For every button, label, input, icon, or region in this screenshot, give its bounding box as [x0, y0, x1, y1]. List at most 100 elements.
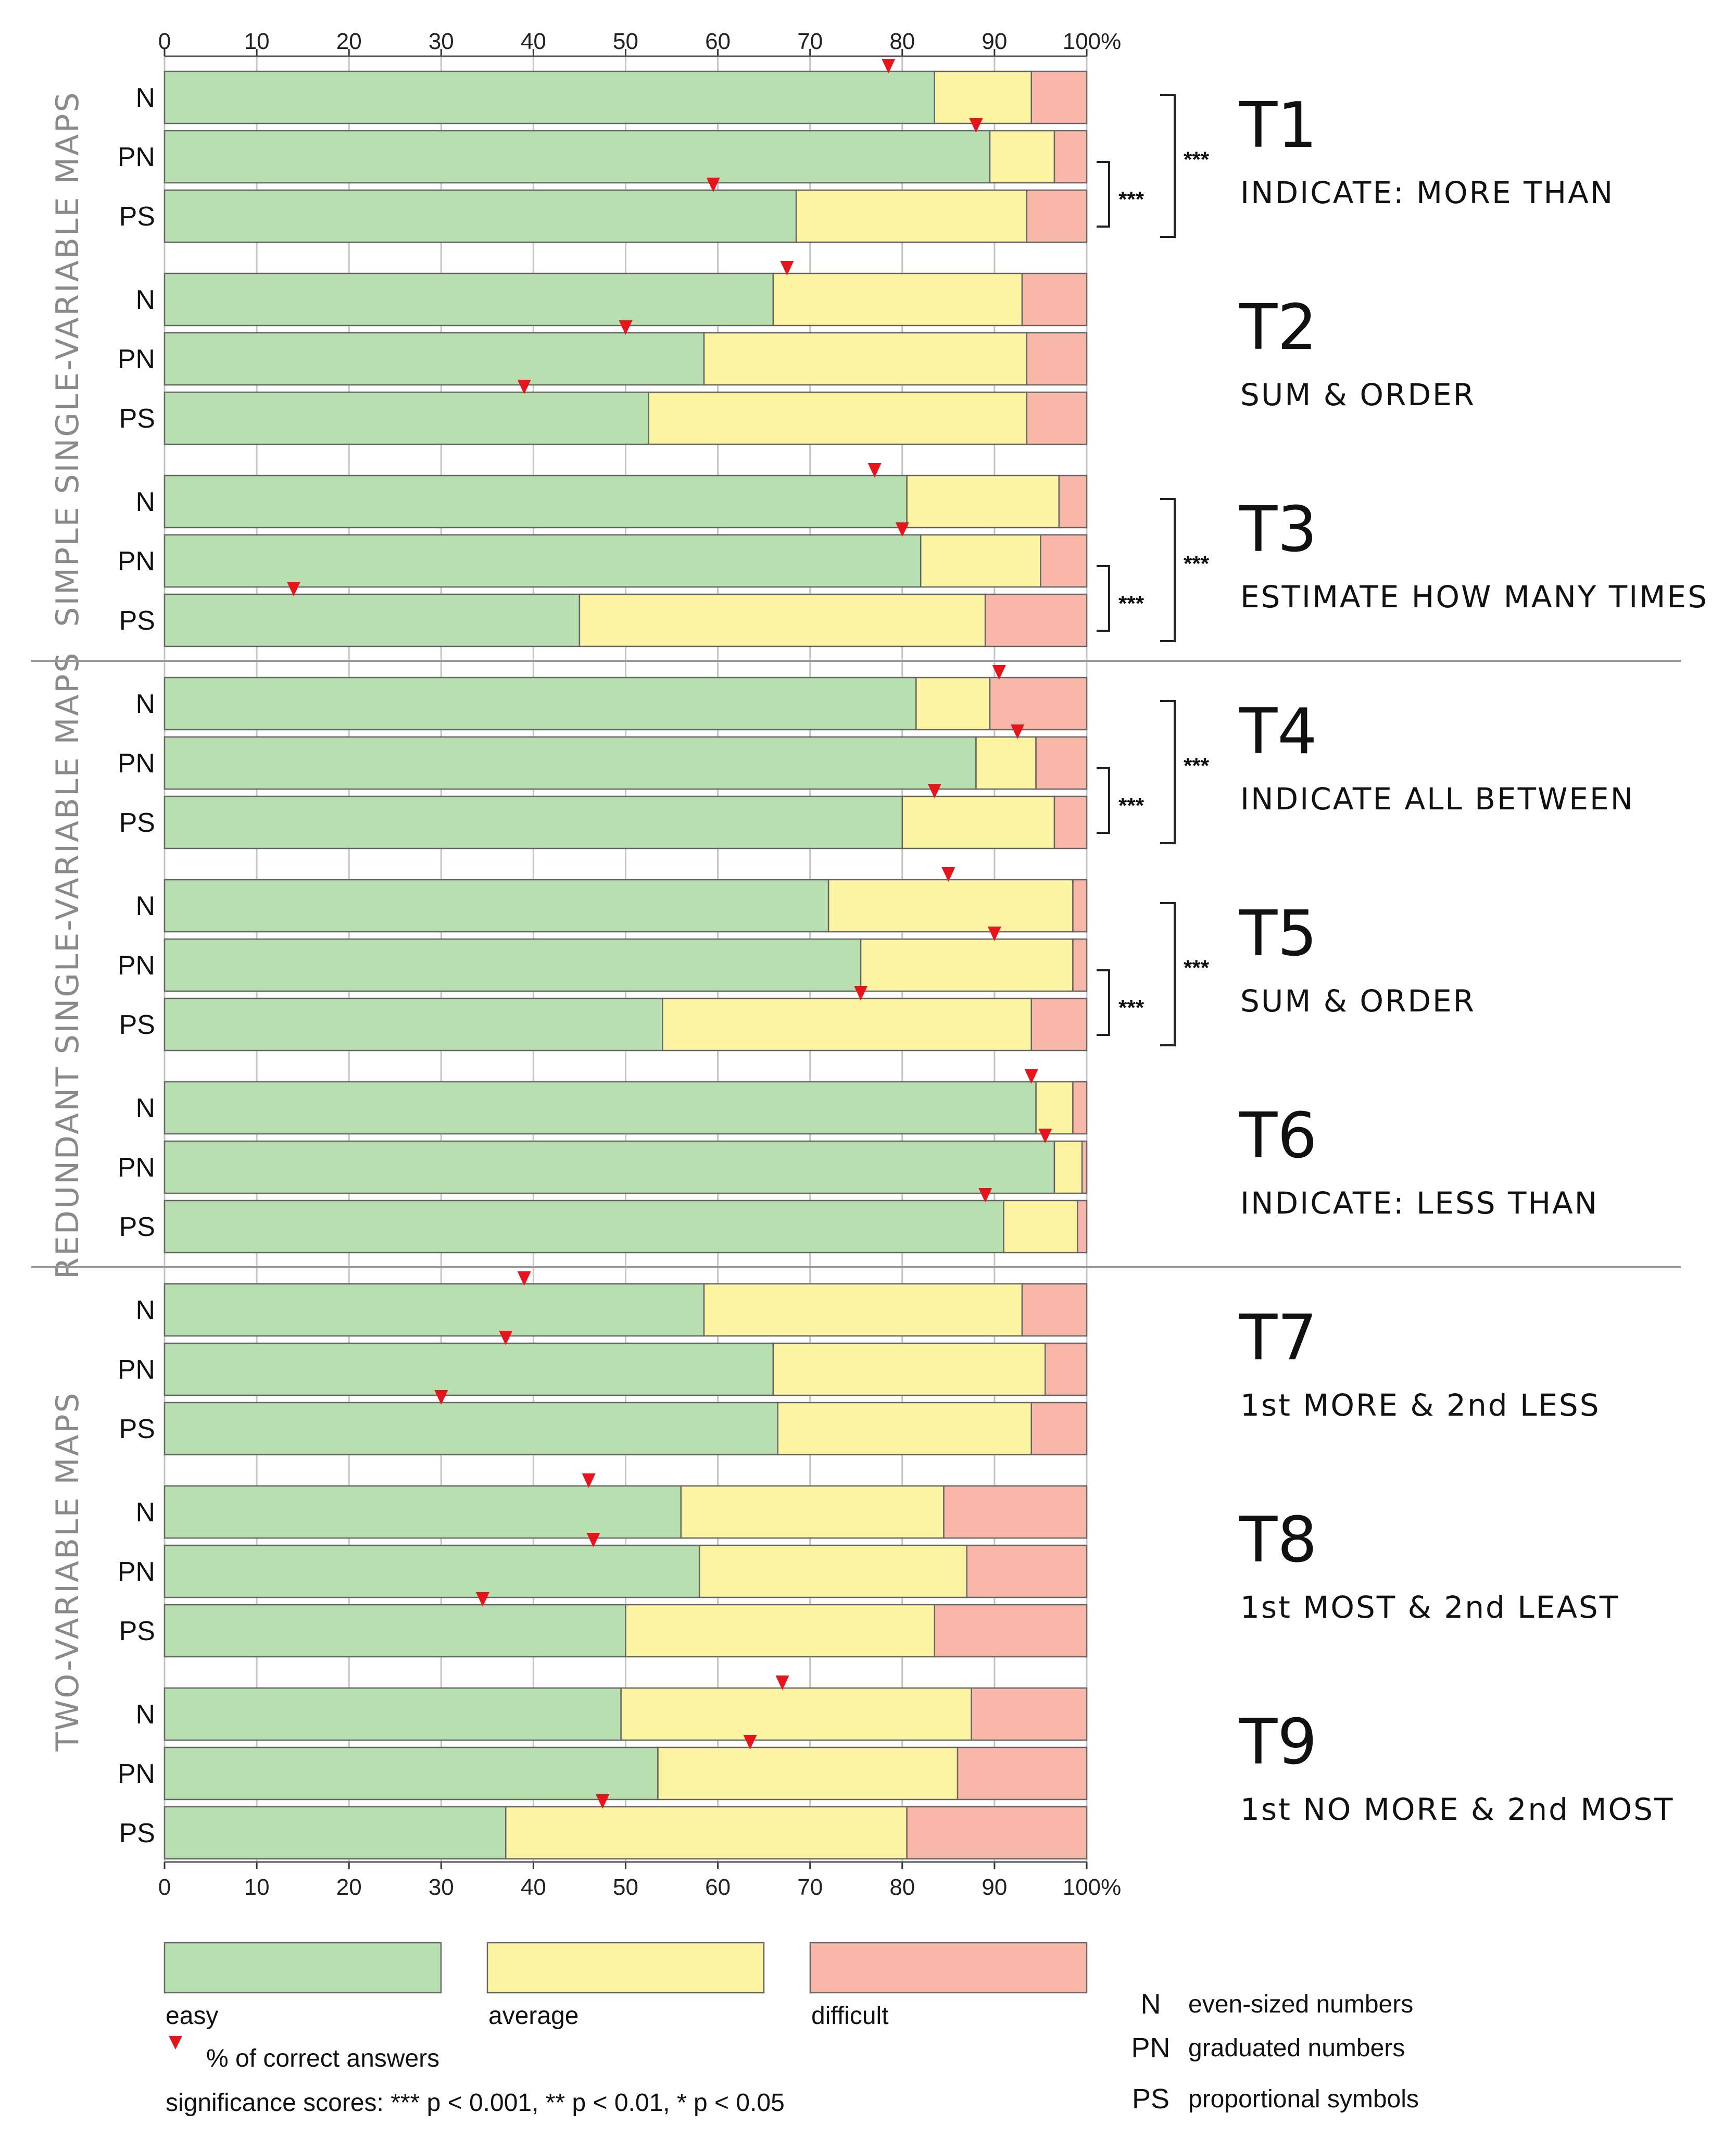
bar-segment-average [620, 1687, 972, 1741]
bar-segment-easy [163, 332, 705, 386]
group-label: TWO-VARIABLE MAPS [49, 1391, 86, 1752]
bar-segment-easy [163, 130, 991, 184]
correct-answer-marker [775, 1676, 789, 1690]
correct-answer-marker [1038, 1129, 1052, 1143]
correct-answer-marker [499, 1331, 513, 1345]
x-tick-label-bottom: 70 [797, 1874, 823, 1900]
bar-segment-average [934, 70, 1032, 124]
x-tick-label-bottom: 30 [429, 1874, 454, 1900]
bar-segment-average [920, 534, 1041, 588]
correct-answer-marker [987, 927, 1001, 941]
x-tick-label-top: 80 [889, 29, 915, 54]
significance-stars-outer: *** [1184, 956, 1210, 980]
task-number: T9 [1239, 1706, 1317, 1779]
x-tick-label-bottom: 0 [158, 1874, 171, 1900]
bar-segment-easy [163, 1485, 682, 1539]
bar-segment-average [915, 677, 991, 731]
x-tick-label-bottom: 20 [336, 1874, 362, 1900]
task-name: SUM & ORDER [1240, 377, 1476, 413]
bar-segment-difficult [1053, 130, 1088, 184]
bar-segment-difficult [971, 1687, 1088, 1741]
significance-bracket-outer [1160, 902, 1176, 1046]
legend-swatch-easy [163, 1942, 442, 1994]
row-label: PN [118, 142, 155, 172]
bar-segment-difficult [1081, 1140, 1088, 1194]
legend-marker-label: % of correct answers [206, 2045, 439, 2072]
bar-segment-average [703, 1283, 1023, 1337]
x-tick-label-bottom: 60 [705, 1874, 731, 1900]
bar-segment-average [1053, 1140, 1083, 1194]
bar-segment-average [1003, 1199, 1078, 1254]
correct-answer-marker [895, 522, 909, 537]
correct-answer-marker [780, 261, 794, 276]
task-number: T1 [1239, 90, 1317, 162]
bar-segment-average [648, 391, 1028, 445]
bar-segment-average [772, 272, 1023, 327]
legend-swatch-difficult [809, 1942, 1088, 1994]
bar-segment-easy [163, 1746, 659, 1801]
correct-answer-marker [1011, 724, 1025, 739]
correct-answer-marker [867, 463, 882, 478]
row-label: PN [118, 546, 155, 577]
bar-segment-easy [163, 272, 774, 327]
bar-segment-difficult [1040, 534, 1088, 588]
significance-stars-inner: *** [1118, 793, 1144, 818]
x-tick-label-top: 60 [705, 29, 731, 54]
bar-segment-average [680, 1485, 945, 1539]
legend-code: PN [1131, 2032, 1170, 2064]
legend: easy average difficult % of correct answers… [163, 1942, 1419, 2117]
bar-segment-average [657, 1746, 959, 1801]
x-tick-label-top: 70 [797, 29, 823, 54]
task-number: T5 [1239, 898, 1317, 970]
bar-segment-average [578, 593, 986, 647]
task-name: 1st MORE & 2nd LESS [1240, 1388, 1601, 1423]
x-tick-label-bottom: 50 [613, 1874, 638, 1900]
bar-segment-easy [163, 1544, 700, 1598]
correct-answer-marker [992, 665, 1006, 680]
bar-segment-easy [163, 736, 977, 790]
legend-code-description: even-sized numbers [1188, 1991, 1413, 2018]
bar-segment-average [777, 1402, 1032, 1456]
markers-layer [286, 59, 1052, 1809]
legend-code: PS [1132, 2083, 1169, 2115]
row-label: PN [118, 1153, 155, 1183]
group-label: REDUNDANT SINGLE-VARIABLE MAPS [49, 651, 86, 1279]
significance-bracket-outer [1160, 498, 1176, 642]
legend-label-difficult: difficult [811, 2002, 889, 2030]
bar-segment-average [906, 474, 1060, 529]
bar-segment-difficult [906, 1806, 1088, 1860]
correct-answer-marker [978, 1188, 992, 1203]
legend-swatch-average [486, 1942, 765, 1994]
x-tick-label-top: 90 [982, 29, 1007, 54]
row-label: PN [118, 1355, 155, 1385]
correct-answer-marker [927, 784, 941, 798]
bar-segment-difficult [1026, 391, 1088, 445]
task-name: 1st NO MORE & 2nd MOST [1240, 1792, 1674, 1827]
bar-segment-easy [163, 938, 862, 992]
task-name: 1st MOST & 2nd LEAST [1240, 1590, 1619, 1625]
bar-segment-easy [163, 1402, 778, 1456]
significance-bracket-outer [1160, 700, 1176, 844]
bar-segment-average [975, 736, 1037, 790]
bar-segment-easy [163, 391, 650, 445]
legend-label-easy: easy [166, 2002, 218, 2030]
row-label: N [135, 1699, 155, 1730]
bar-segment-difficult [1021, 1283, 1088, 1337]
task-name: INDICATE ALL BETWEEN [1240, 781, 1634, 817]
task-number: T8 [1239, 1504, 1317, 1577]
bar-segment-easy [163, 593, 581, 647]
bar-segment-average [860, 938, 1074, 992]
row-label: PN [118, 951, 155, 981]
bar-segment-easy [163, 189, 797, 243]
row-label: PS [119, 202, 155, 232]
bar-segment-average [989, 130, 1055, 184]
bar-segment-easy [163, 1687, 622, 1741]
bar-segment-average [772, 1342, 1046, 1396]
row-label: PS [119, 1010, 155, 1040]
bar-segment-difficult [1035, 736, 1088, 790]
bar-segment-difficult [1030, 1402, 1088, 1456]
x-tick-label-bottom: 40 [521, 1874, 546, 1900]
legend-code-description: proportional symbols [1188, 2085, 1419, 2113]
significance-bracket-inner [1097, 565, 1110, 632]
row-label: PS [119, 606, 155, 636]
